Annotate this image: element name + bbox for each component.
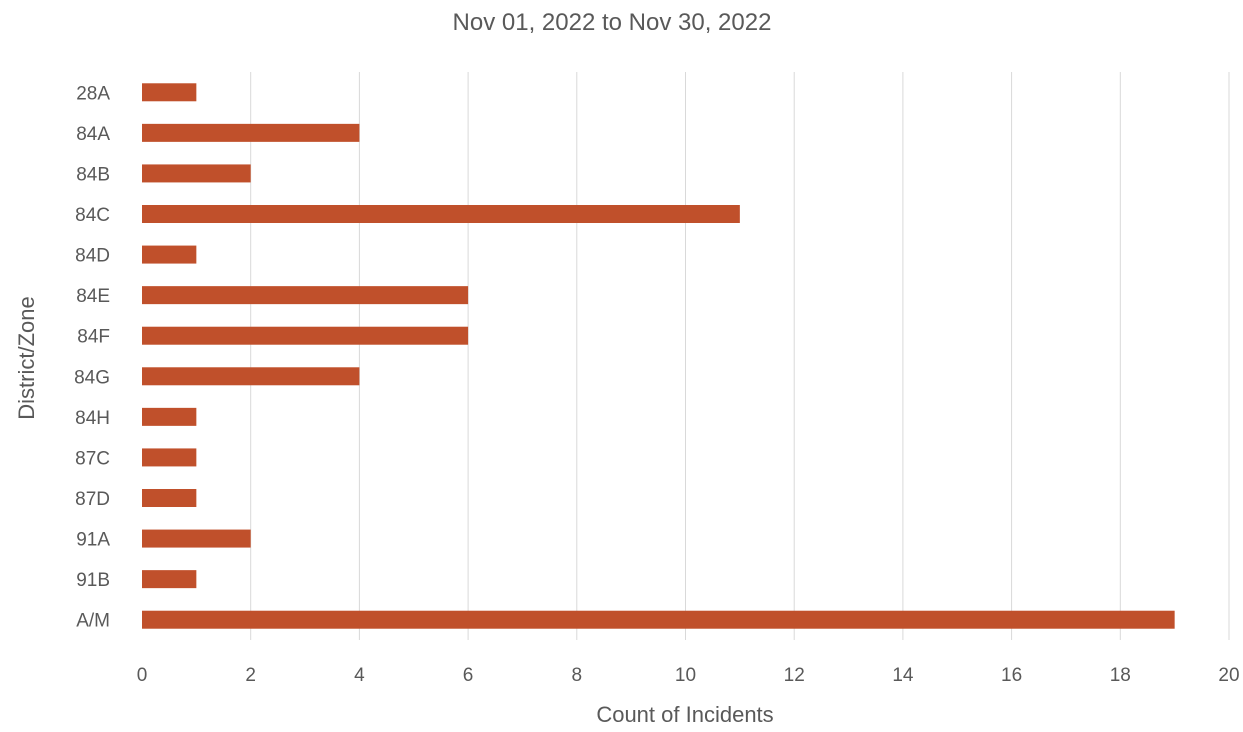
bar-84a xyxy=(142,123,360,142)
y-tick-label: 91A xyxy=(76,530,110,551)
y-tick-label: 28A xyxy=(76,83,110,104)
y-tick-label: 84F xyxy=(77,327,110,348)
y-axis-ticks: 28A 84A 84B 84C 84D 84E 84F 84G 84H 87C 87D 91A 91B A… xyxy=(74,83,110,631)
y-tick-label: 84H xyxy=(75,408,110,429)
x-axis-ticks: 0 2 4 6 8 10 12 14 16 18 20 xyxy=(137,665,1240,686)
y-tick-label: 91B xyxy=(76,570,110,591)
bar-87c xyxy=(142,448,197,467)
bars xyxy=(142,83,1175,629)
x-tick-label: 16 xyxy=(1001,665,1022,686)
x-tick-label: 18 xyxy=(1110,665,1131,686)
x-tick-label: 4 xyxy=(354,665,365,686)
x-tick-label: 8 xyxy=(572,665,583,686)
bar-a-m xyxy=(142,610,1175,629)
x-tick-label: 14 xyxy=(892,665,914,686)
x-tick-label: 10 xyxy=(675,665,696,686)
y-tick-label: 84E xyxy=(76,286,110,307)
bar-91b xyxy=(142,570,197,589)
chart-title: Nov 01, 2022 to Nov 30, 2022 xyxy=(453,9,772,36)
bar-84g xyxy=(142,367,360,386)
y-tick-label: 84G xyxy=(74,367,110,388)
bar-84e xyxy=(142,286,469,305)
y-tick-label: 84A xyxy=(76,124,110,145)
bar-84h xyxy=(142,407,197,426)
bar-84c xyxy=(142,205,740,223)
x-tick-label: 12 xyxy=(784,665,805,686)
y-tick-label: 87D xyxy=(75,489,110,510)
bar-28a xyxy=(142,83,197,102)
x-tick-label: 6 xyxy=(463,665,474,686)
bar-91a xyxy=(142,529,251,548)
x-tick-label: 2 xyxy=(245,665,256,686)
y-tick-label: A/M xyxy=(76,611,110,632)
x-tick-label: 20 xyxy=(1218,665,1239,686)
y-axis-title: District/Zone xyxy=(14,296,39,419)
y-tick-label: 84B xyxy=(76,164,110,185)
y-tick-label: 84D xyxy=(75,246,110,267)
bar-84d xyxy=(142,245,197,264)
bar-87d xyxy=(142,489,197,507)
x-axis-title: Count of Incidents xyxy=(596,702,773,727)
bar-84f xyxy=(142,326,469,345)
y-tick-label: 84C xyxy=(75,205,110,226)
x-tick-label: 0 xyxy=(137,665,148,686)
bar-84b xyxy=(142,164,251,183)
y-tick-label: 87C xyxy=(75,448,110,469)
gridlines xyxy=(250,72,1230,640)
